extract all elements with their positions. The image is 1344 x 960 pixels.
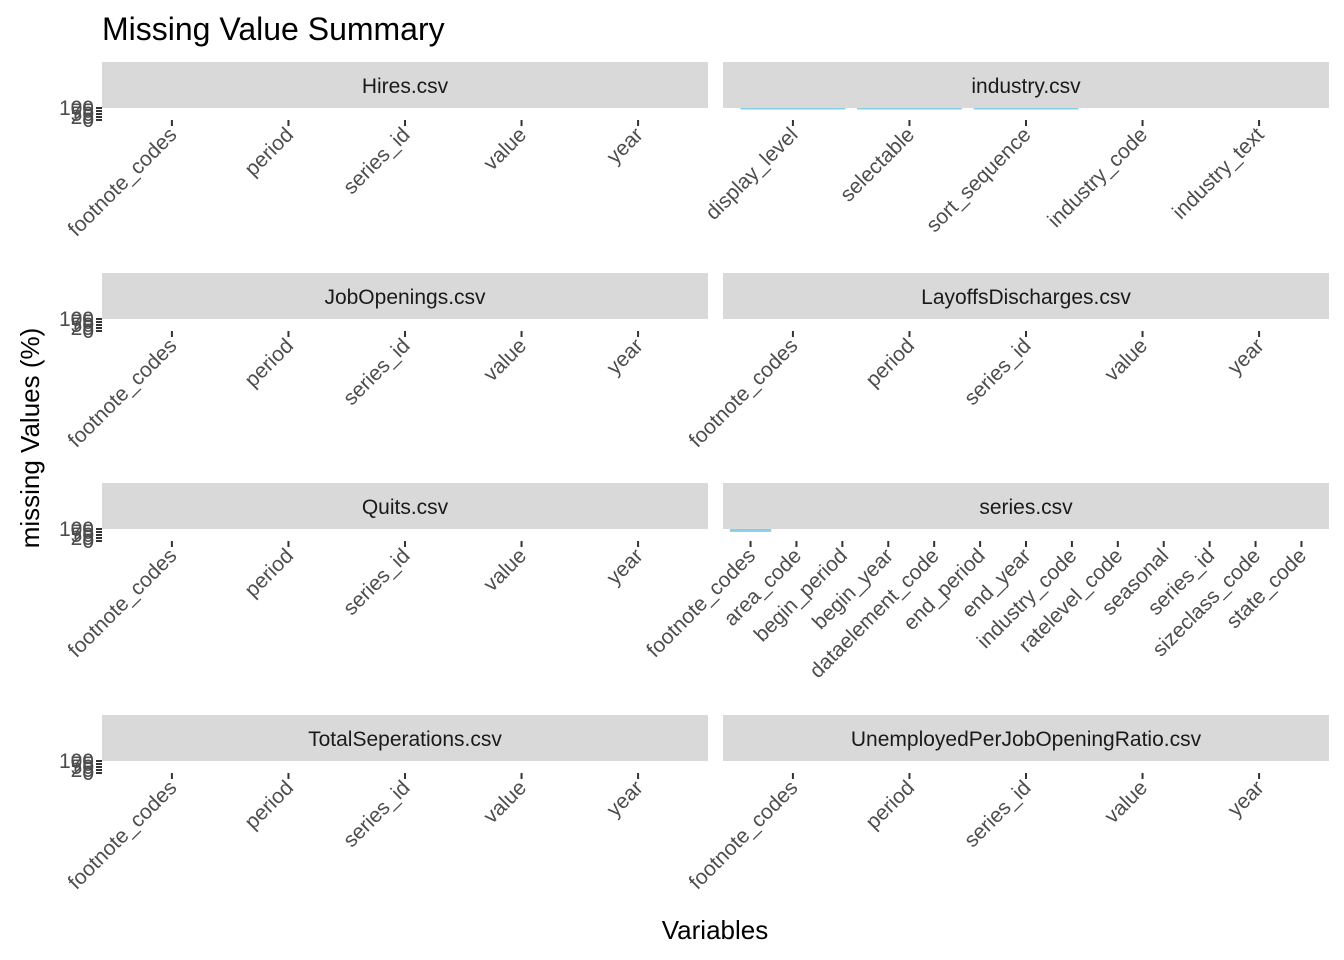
y-tick-label: 0: [82, 762, 94, 785]
x-tick-label: footnote_codes: [64, 334, 182, 452]
facet-strip: [102, 483, 708, 529]
facet-strip: [723, 715, 1329, 761]
x-tick-label: value: [1100, 776, 1152, 828]
y-tick-label: 25: [71, 759, 94, 782]
facet-strip-label: LayoffsDischarges.csv: [921, 286, 1131, 309]
y-tick-label: 75: [71, 311, 94, 334]
facet-strip: [102, 62, 708, 108]
x-tick-label: period: [240, 334, 298, 392]
missing-bar: [740, 108, 846, 110]
y-tick-label: 100: [59, 518, 94, 541]
x-tick-label: industry_text: [1168, 123, 1269, 224]
facet-strip-label: series.csv: [979, 496, 1073, 519]
y-tick-label: 100: [59, 308, 94, 331]
x-tick-label: period: [240, 544, 298, 602]
x-tick-label: footnote_codes: [64, 544, 182, 662]
y-tick-label: 100: [59, 750, 94, 773]
x-tick-label: series_id: [339, 544, 415, 620]
facet-panel: UnemployedPerJobOpeningRatio.csv footnote…: [685, 715, 1329, 894]
facet-strip: [723, 62, 1329, 108]
missing-bar: [857, 108, 962, 110]
x-tick-label: series_id: [339, 334, 415, 410]
x-tick-label: year: [1223, 776, 1268, 821]
x-tick-label: display_level: [701, 123, 802, 224]
x-tick-label: year: [602, 334, 647, 379]
x-tick-label: value: [479, 123, 531, 175]
x-tick-label: series_id: [960, 776, 1036, 852]
y-tick-label: 25: [71, 317, 94, 340]
y-tick-label: 0: [82, 530, 94, 553]
y-tick-label: 50: [71, 103, 94, 126]
y-tick-label: 25: [71, 106, 94, 129]
missing-bar: [729, 529, 772, 532]
x-tick-label: period: [240, 123, 298, 181]
x-tick-label: footnote_codes: [685, 334, 803, 452]
facet-strip: [723, 483, 1329, 529]
y-tick-label: 50: [71, 524, 94, 547]
facet-panel: industry.csv display_level selectable sort_…: [701, 62, 1329, 237]
facet-panel: LayoffsDischarges.csv footnote_codes perio…: [685, 273, 1329, 452]
x-tick-label: period: [861, 334, 919, 392]
y-tick-label: 25: [71, 527, 94, 550]
facet-panel: series.csvfootnote_codesarea_codebegin_p…: [642, 483, 1329, 683]
x-tick-label: selectable: [836, 123, 919, 206]
x-axis-title: Variables: [662, 915, 768, 945]
y-tick-label: 50: [71, 314, 94, 337]
y-tick-label: 75: [71, 100, 94, 123]
x-tick-label: value: [479, 544, 531, 596]
y-tick-label: 100: [59, 97, 94, 120]
facet-strip: [102, 715, 708, 761]
x-tick-label: value: [479, 776, 531, 828]
x-tick-label: series_id: [339, 776, 415, 852]
x-tick-label: year: [1223, 334, 1268, 379]
y-tick-label: 75: [71, 521, 94, 544]
x-tick-label: year: [602, 123, 647, 168]
missing-bar: [973, 108, 1079, 110]
chart-title: Missing Value Summary: [102, 11, 445, 47]
y-tick-label: 75: [71, 753, 94, 776]
x-tick-label: year: [602, 544, 647, 589]
y-tick-label: 0: [82, 320, 94, 343]
y-tick-label: 0: [82, 109, 94, 132]
x-tick-label: footnote_codes: [64, 123, 182, 241]
x-tick-label: value: [1100, 334, 1152, 386]
facet-strip-label: TotalSeperations.csv: [308, 728, 502, 751]
x-tick-label: series_id: [339, 123, 415, 199]
x-tick-label: footnote_codes: [685, 776, 803, 894]
facet-strip-label: Hires.csv: [362, 75, 449, 98]
facet-strip: [102, 273, 708, 319]
facet-strip-label: industry.csv: [971, 75, 1081, 98]
x-tick-label: value: [479, 334, 531, 386]
facet-strip: [723, 273, 1329, 319]
x-tick-label: period: [240, 776, 298, 834]
facet-strip-label: JobOpenings.csv: [324, 286, 486, 309]
y-axis-title: missing Values (%): [15, 328, 45, 549]
x-tick-label: footnote_codes: [64, 776, 182, 894]
x-tick-label: series_id: [960, 334, 1036, 410]
x-tick-label: year: [602, 776, 647, 821]
x-tick-label: period: [861, 776, 919, 834]
y-tick-label: 50: [71, 756, 94, 779]
facet-strip-label: UnemployedPerJobOpeningRatio.csv: [851, 728, 1202, 751]
facet-strip-label: Quits.csv: [362, 496, 449, 519]
x-tick-label: industry_code: [1043, 123, 1152, 232]
x-tick-label: sort_sequence: [922, 123, 1036, 237]
